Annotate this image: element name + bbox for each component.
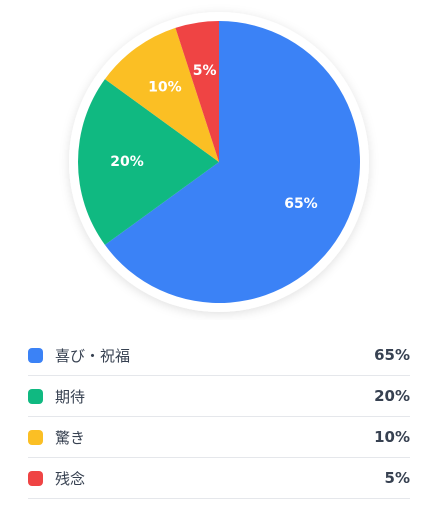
pie-chart: 65% 20% 10% 5% <box>69 12 369 312</box>
legend-value-disappointment: 5% <box>384 469 410 487</box>
pie-slice-joy <box>104 21 360 303</box>
legend-swatch-joy <box>28 347 43 363</box>
slice-label-joy: 65% <box>284 196 318 212</box>
legend-label-disappointment: 残念 <box>55 469 86 488</box>
legend-label-expectation: 期待 <box>55 387 86 406</box>
pie-chart-svg: 65% 20% 10% 5% <box>69 12 369 312</box>
legend-item-disappointment: 残念 5% <box>28 458 410 499</box>
slice-label-disappointment: 5% <box>193 63 217 79</box>
legend: 喜び・祝福 65% 期待 20% 驚き 10% 残念 5% <box>28 335 410 499</box>
legend-swatch-expectation <box>28 388 43 404</box>
legend-item-surprise: 驚き 10% <box>28 417 410 458</box>
legend-swatch-surprise <box>28 429 43 445</box>
legend-item-expectation: 期待 20% <box>28 376 410 417</box>
legend-label-surprise: 驚き <box>55 428 86 447</box>
legend-value-surprise: 10% <box>374 428 410 446</box>
pie-slice-disappointment <box>175 21 219 162</box>
legend-value-expectation: 20% <box>374 387 410 405</box>
slice-label-surprise: 10% <box>148 80 182 96</box>
legend-value-joy: 65% <box>374 346 410 364</box>
legend-label-joy: 喜び・祝福 <box>55 346 131 365</box>
slice-label-expectation: 20% <box>110 154 144 170</box>
pie-slice-expectation <box>78 79 219 245</box>
pie-slice-surprise <box>104 27 219 162</box>
legend-swatch-disappointment <box>28 470 43 486</box>
legend-item-joy: 喜び・祝福 65% <box>28 335 410 376</box>
